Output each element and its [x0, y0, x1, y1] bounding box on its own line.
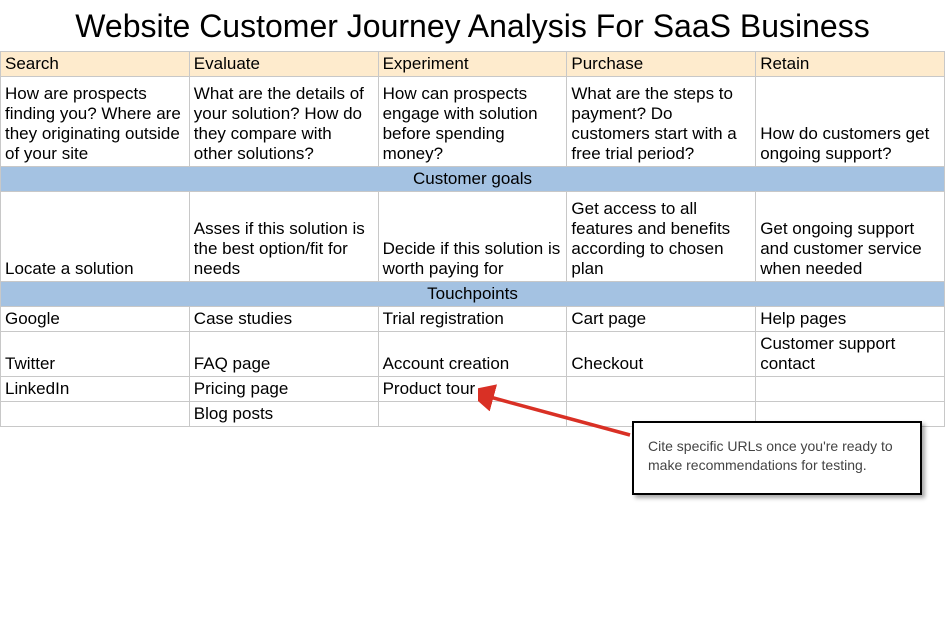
section-header-cell: Touchpoints [1, 282, 945, 307]
customer-goals-row: Locate a solution Asses if this solution… [1, 192, 945, 282]
callout-text: Cite specific URLs once you're ready to … [648, 438, 893, 473]
customer-goals-header: Customer goals [1, 167, 945, 192]
goal-cell: Locate a solution [1, 192, 190, 282]
section-header-cell: Customer goals [1, 167, 945, 192]
stage-cell: Experiment [378, 52, 567, 77]
touchpoints-row-1: Twitter FAQ page Account creation Checko… [1, 332, 945, 377]
journey-table: Search Evaluate Experiment Purchase Reta… [0, 51, 945, 427]
question-cell: What are the steps to payment? Do custom… [567, 77, 756, 167]
goal-cell: Decide if this solution is worth paying … [378, 192, 567, 282]
touchpoint-cell: FAQ page [189, 332, 378, 377]
touchpoint-cell [756, 377, 945, 402]
touchpoint-cell: Account creation [378, 332, 567, 377]
touchpoints-row-2: LinkedIn Pricing page Product tour [1, 377, 945, 402]
touchpoint-cell: Cart page [567, 307, 756, 332]
touchpoint-cell [378, 402, 567, 427]
touchpoint-cell: Trial registration [378, 307, 567, 332]
touchpoint-cell: Customer support contact [756, 332, 945, 377]
touchpoint-cell [567, 377, 756, 402]
touchpoints-row-0: Google Case studies Trial registration C… [1, 307, 945, 332]
touchpoint-cell: Google [1, 307, 190, 332]
question-cell: How can prospects engage with solution b… [378, 77, 567, 167]
touchpoint-cell: Help pages [756, 307, 945, 332]
question-cell: What are the details of your solution? H… [189, 77, 378, 167]
touchpoint-cell: Blog posts [189, 402, 378, 427]
stage-cell: Retain [756, 52, 945, 77]
question-row: How are prospects finding you? Where are… [1, 77, 945, 167]
question-cell: How do customers get ongoing support? [756, 77, 945, 167]
callout-box: Cite specific URLs once you're ready to … [632, 421, 922, 495]
goal-cell: Get ongoing support and customer service… [756, 192, 945, 282]
touchpoint-cell: Twitter [1, 332, 190, 377]
question-cell: How are prospects finding you? Where are… [1, 77, 190, 167]
touchpoint-cell: Product tour [378, 377, 567, 402]
touchpoint-cell: Case studies [189, 307, 378, 332]
touchpoint-cell: Checkout [567, 332, 756, 377]
touchpoint-cell: LinkedIn [1, 377, 190, 402]
touchpoints-header: Touchpoints [1, 282, 945, 307]
page-title: Website Customer Journey Analysis For Sa… [0, 0, 945, 51]
touchpoint-cell: Pricing page [189, 377, 378, 402]
stage-cell: Purchase [567, 52, 756, 77]
stage-cell: Evaluate [189, 52, 378, 77]
stage-header-row: Search Evaluate Experiment Purchase Reta… [1, 52, 945, 77]
goal-cell: Get access to all features and benefits … [567, 192, 756, 282]
goal-cell: Asses if this solution is the best optio… [189, 192, 378, 282]
touchpoint-cell [1, 402, 190, 427]
stage-cell: Search [1, 52, 190, 77]
